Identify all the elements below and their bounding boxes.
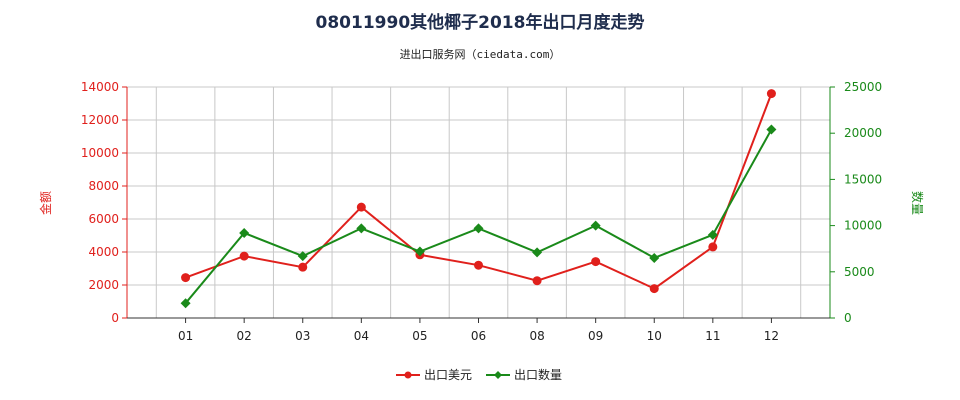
x-tick-label: 11 bbox=[705, 329, 720, 343]
x-tick-label: 01 bbox=[178, 329, 193, 343]
series-usd-point bbox=[239, 251, 249, 261]
left-tick-label: 6000 bbox=[88, 212, 119, 226]
series-qty-point bbox=[297, 251, 308, 262]
series-layer bbox=[180, 89, 777, 309]
series-usd-point bbox=[649, 284, 659, 294]
right-tick-label: 5000 bbox=[844, 265, 875, 279]
series-qty-point bbox=[707, 229, 718, 240]
right-tick-label: 10000 bbox=[844, 219, 882, 233]
series-usd-point bbox=[708, 242, 718, 252]
series-usd-point bbox=[766, 89, 776, 99]
series-qty-point bbox=[473, 223, 484, 234]
left-tick-label: 4000 bbox=[88, 245, 119, 259]
legend: 出口美元 出口数量 bbox=[396, 367, 562, 382]
left-tick-label: 10000 bbox=[81, 146, 119, 160]
series-qty-point bbox=[180, 298, 191, 309]
legend-usd-marker bbox=[404, 371, 412, 379]
axes bbox=[126, 87, 831, 319]
series-usd-point bbox=[474, 260, 483, 270]
x-tick-label: 05 bbox=[412, 329, 427, 343]
left-tick-label: 2000 bbox=[88, 278, 119, 292]
right-tick-label: 25000 bbox=[844, 80, 882, 94]
x-tick-label: 12 bbox=[764, 329, 779, 343]
series-qty-point bbox=[766, 124, 777, 135]
grid bbox=[127, 86, 830, 319]
series-qty-point bbox=[649, 252, 660, 263]
left-tick-label: 8000 bbox=[88, 179, 119, 193]
legend-qty-label: 出口数量 bbox=[514, 367, 562, 382]
left-tick-label: 12000 bbox=[81, 113, 119, 127]
x-tick-label: 04 bbox=[354, 329, 369, 343]
legend-usd-label: 出口美元 bbox=[424, 368, 472, 382]
x-tick-label: 06 bbox=[471, 329, 486, 343]
series-usd-point bbox=[181, 273, 191, 283]
series-usd-point bbox=[356, 202, 366, 212]
right-tick-label: 15000 bbox=[844, 172, 882, 186]
x-tick-label: 08 bbox=[529, 329, 544, 343]
left-axis-label: 金额 bbox=[38, 191, 53, 215]
series-qty-point bbox=[239, 227, 250, 238]
right-axis-label: 数量 bbox=[910, 191, 925, 215]
legend-item-usd[interactable]: 出口美元 bbox=[396, 368, 472, 382]
right-tick-label: 0 bbox=[844, 311, 852, 325]
x-tick-label: 02 bbox=[237, 329, 252, 343]
left-tick-label: 0 bbox=[111, 311, 119, 325]
series-qty-point bbox=[532, 247, 543, 258]
series-usd-point bbox=[591, 257, 601, 267]
series-qty-point bbox=[356, 223, 367, 234]
chart-subtitle: 进出口服务网（ciedata.com） bbox=[400, 47, 561, 61]
legend-qty-marker bbox=[494, 371, 502, 379]
left-tick-label: 14000 bbox=[81, 80, 119, 94]
x-tick-label: 09 bbox=[588, 329, 603, 343]
chart-title: 08011990其他椰子2018年出口月度走势 bbox=[316, 12, 645, 33]
left-axis-ticks: 0 2000 4000 6000 8000 10000 12000 14000 bbox=[81, 80, 127, 325]
right-tick-label: 20000 bbox=[844, 126, 882, 140]
series-usd-point bbox=[298, 262, 308, 272]
legend-item-qty[interactable]: 出口数量 bbox=[486, 367, 562, 382]
series-qty-point bbox=[590, 220, 601, 231]
right-axis-ticks: 0 5000 10000 15000 20000 25000 bbox=[830, 80, 882, 325]
series-usd-point bbox=[532, 276, 542, 286]
x-tick-label: 10 bbox=[647, 329, 662, 343]
series-qty-point bbox=[414, 246, 425, 257]
x-axis-ticks: 01 02 03 04 05 06 08 09 10 11 12 bbox=[178, 318, 779, 343]
x-tick-label: 03 bbox=[295, 329, 310, 343]
